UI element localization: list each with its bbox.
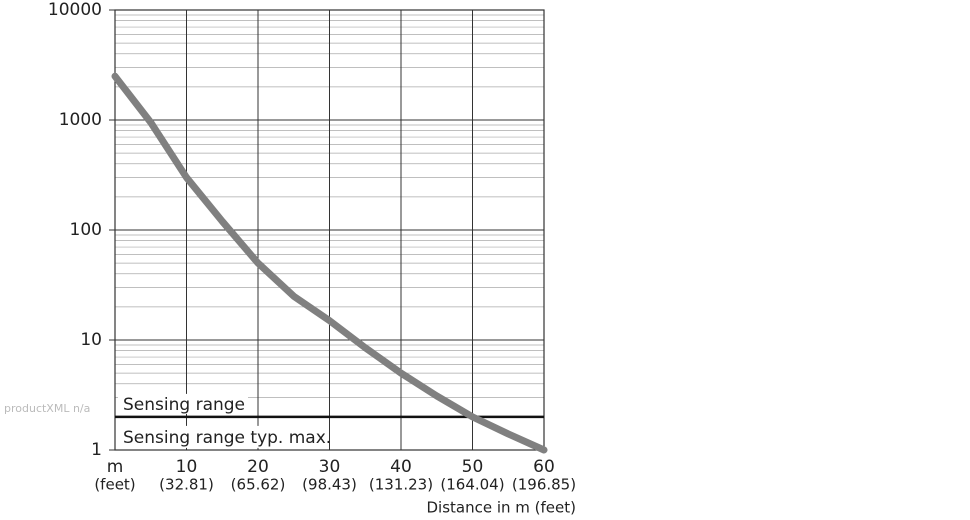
x-tick-label: 30 (319, 457, 341, 477)
label-bg (118, 425, 328, 448)
plot-frame (114, 9, 545, 451)
threshold-label: Sensing range (123, 395, 245, 415)
x-axis-label: Distance in m (feet) (426, 499, 576, 517)
x-tick-label: 10 (176, 457, 198, 477)
y-tick-label: 100 (70, 220, 102, 240)
threshold-label: Sensing range typ. max. (123, 428, 331, 448)
x-tick-label: 40 (390, 457, 412, 477)
y-tick-label: 10000 (48, 0, 102, 20)
label-bg (118, 393, 248, 414)
y-tick-label: 1 (91, 440, 102, 460)
x-tick-sublabel: (feet) (94, 476, 135, 494)
x-tick-sublabel: (131.23) (369, 476, 433, 494)
x-tick-label: 50 (462, 457, 484, 477)
x-tick-sublabel: (164.04) (440, 476, 504, 494)
x-tick-sublabel: (65.62) (231, 476, 286, 494)
x-tick-label: 60 (533, 457, 555, 477)
watermark: productXML n/a (4, 402, 90, 415)
y-tick-label: 1000 (59, 110, 102, 130)
x-tick-label: 20 (247, 457, 269, 477)
x-tick-sublabel: (98.43) (302, 476, 357, 494)
x-tick-sublabel: (32.81) (159, 476, 214, 494)
x-tick-label: m (107, 457, 124, 477)
line-series (111, 72, 548, 454)
y-tick-label: 10 (80, 330, 102, 350)
x-tick-sublabel: (196.85) (512, 476, 576, 494)
